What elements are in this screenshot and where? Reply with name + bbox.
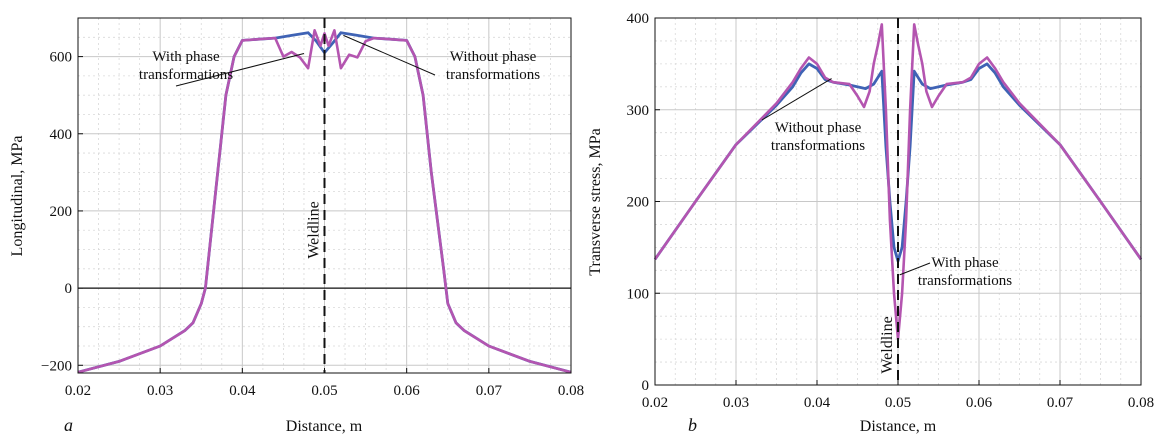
panel-b-x-tick-label: 0.06 bbox=[966, 395, 993, 411]
panel-a-x-tick-label: 0.04 bbox=[229, 383, 256, 399]
panel-a-x-tick-label: 0.02 bbox=[65, 383, 91, 399]
panel-b-y-axis-label: Transverse stress, MPa bbox=[587, 128, 604, 275]
panel-b-y-tick-label: 100 bbox=[627, 286, 650, 302]
panel-b-x-tick-label: 0.04 bbox=[804, 395, 831, 411]
panel-a-y-tick-label: 600 bbox=[50, 50, 73, 66]
panel-a-series bbox=[77, 28, 572, 374]
panel-a-y-axis-label: Longitudinal, MPa bbox=[9, 136, 26, 257]
panel-a-annotation-without: Without phase transformations bbox=[446, 49, 540, 83]
panel-b-annotation-line: transformations bbox=[918, 273, 1012, 289]
panel-b-x-tick-label: 0.02 bbox=[642, 395, 668, 411]
panel-a-y-tick-label: 200 bbox=[50, 204, 73, 220]
panel-b-y-tick-label: 300 bbox=[627, 103, 650, 119]
panel-b-annotation-line: With phase bbox=[931, 255, 999, 271]
panel-a-weldline-label: Weldline bbox=[306, 201, 323, 258]
panel-b-annotation-line: Without phase bbox=[775, 120, 862, 136]
panel-a-series-with-phase-line bbox=[77, 28, 572, 374]
panel-b-annotation-with: With phase transformations bbox=[918, 255, 1012, 289]
panel-a-annotation-line: Without phase bbox=[450, 49, 537, 65]
panel-a-x-tick-label: 0.06 bbox=[394, 383, 421, 399]
panel-a-x-tick-label: 0.05 bbox=[311, 383, 337, 399]
panel-b-annotation-without: Without phase transformations bbox=[771, 120, 865, 154]
panel-a-annotation-leader bbox=[175, 53, 305, 87]
panel-b-y-tick-label: 0 bbox=[642, 378, 650, 394]
panel-b-annotation-line: transformations bbox=[771, 138, 865, 154]
panel-b-weldline-label: Weldline bbox=[879, 316, 896, 373]
panel-a-label: a bbox=[64, 415, 73, 435]
panel-b-y-tick-label: 200 bbox=[627, 195, 650, 211]
panel-b-x-tick-label: 0.07 bbox=[1047, 395, 1074, 411]
panel-a-annotation-line: transformations bbox=[446, 67, 540, 83]
panel-a-x-tick-label: 0.07 bbox=[476, 383, 503, 399]
panel-a-x-tick-label: 0.08 bbox=[558, 383, 584, 399]
panel-b-annotation-leader bbox=[899, 262, 931, 276]
panel-a-annotation-leader bbox=[343, 34, 436, 76]
panel-b-x-axis-label: Distance, m bbox=[860, 418, 937, 435]
panel-a-y-tick-label: 0 bbox=[65, 281, 73, 297]
panel-a-y-tick-label: 400 bbox=[50, 127, 73, 143]
panel-a-chart: Weldline With phase transformationsWithou… bbox=[9, 17, 584, 435]
panel-b-ticks: 0.02 0.03 0.04 0.05 0.06 0.07 0.08 0 100 200 300 40… bbox=[627, 11, 1155, 411]
panel-b-x-tick-label: 0.05 bbox=[885, 395, 911, 411]
panel-b-y-tick-label: 400 bbox=[627, 11, 650, 27]
panel-b-label: b bbox=[688, 415, 697, 435]
panel-a-x-axis-label: Distance, m bbox=[286, 418, 363, 435]
panel-a-y-tick-label: −200 bbox=[41, 358, 72, 374]
panel-b-annotations: Without phase transformations With phase tr… bbox=[761, 78, 1012, 289]
panel-a-annotation-line: With phase bbox=[152, 49, 220, 65]
panel-a-x-tick-label: 0.03 bbox=[147, 383, 173, 399]
panel-a-ticks: 0.02 0.03 0.04 0.05 0.06 0.07 0.08 −200 0 200 400 6… bbox=[41, 50, 584, 399]
panel-b-chart: Weldline Without phase transformationsWit… bbox=[587, 11, 1154, 435]
panel-a-annotation-line: transformations bbox=[139, 67, 233, 83]
panel-b-x-tick-label: 0.08 bbox=[1128, 395, 1154, 411]
panel-a-annotations: With phase transformations Without phase tr… bbox=[139, 34, 540, 87]
panel-b-annotation-leader bbox=[761, 78, 832, 121]
panel-b-x-tick-label: 0.03 bbox=[723, 395, 749, 411]
panel-a-annotation-with: With phase transformations bbox=[139, 49, 233, 83]
